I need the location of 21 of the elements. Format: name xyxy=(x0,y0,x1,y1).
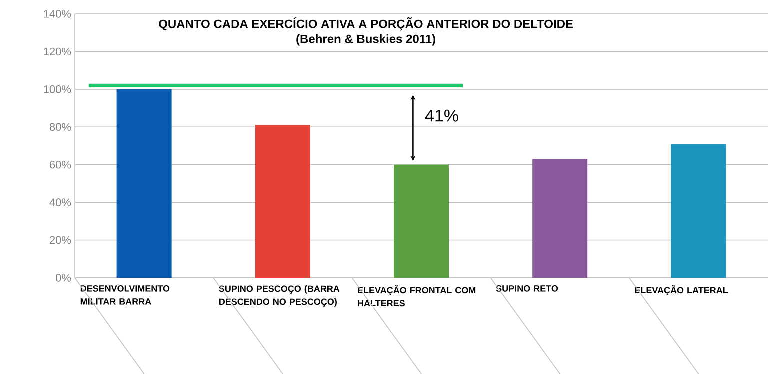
bar xyxy=(255,125,310,278)
y-tick-label: 140% xyxy=(44,10,72,18)
x-tick-label: SUPINO RETO xyxy=(496,286,558,292)
y-tick-label: 60% xyxy=(50,160,72,169)
y-tick-label: 20% xyxy=(50,236,72,244)
y-tick-label: 80% xyxy=(50,123,72,132)
y-tick-label: 0% xyxy=(56,274,72,282)
chart-title: QUANTO CADA EXERCÍCIO ATIVA A PORÇÃO ANTERIOR DO DELTOIDE xyxy=(159,18,574,31)
x-tick-label: ELEVAÇÃO LATERAL xyxy=(635,286,728,296)
bar xyxy=(671,144,726,278)
y-tick-label: 120% xyxy=(44,48,72,56)
y-tick-label: 100% xyxy=(44,86,72,94)
x-tick-label: SUPINO PESCOÇO (BARRA DESCENDO NO PESCOÇO) xyxy=(219,286,340,307)
text: (Behren & Buskies 2011) xyxy=(296,34,436,46)
x-tick-label: ELEVAÇÃO FRONTAL COM HALTERES xyxy=(358,286,476,307)
bar xyxy=(116,89,172,278)
y-tick-label: 40% xyxy=(50,198,72,206)
bar xyxy=(394,164,449,278)
x-tick-label: DESENVOLVIMENTO MILITAR BARRA xyxy=(80,286,170,305)
annotation: 41% xyxy=(425,110,458,122)
bar xyxy=(532,159,588,278)
